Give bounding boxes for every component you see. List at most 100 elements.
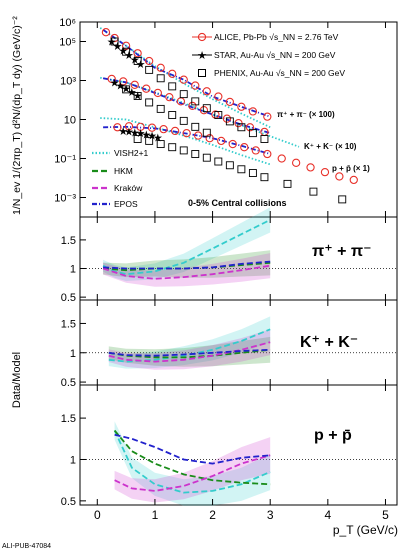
legend-phenix: PHENIX, Au-Au √s_NN = 200 GeV: [214, 68, 345, 78]
y-tick-label: 1.5: [61, 235, 76, 247]
data-point-phenix: [214, 111, 223, 119]
data-point-star: ★: [118, 45, 128, 57]
data-point-phenix: [133, 135, 142, 143]
data-point-alice: [145, 56, 154, 66]
data-point-phenix: [156, 140, 165, 149]
legend-epos: EPOS: [114, 199, 138, 209]
y-tick-label: 0.5: [61, 292, 76, 304]
data-point-star: ★: [130, 54, 140, 66]
legend-krakow: Kraków: [114, 183, 143, 193]
legend-hkm: HKM: [114, 166, 133, 176]
model-curve-epos: [114, 433, 271, 465]
data-point-alice: [202, 87, 211, 96]
data-point-alice: [168, 69, 177, 78]
data-point-alice: [222, 114, 232, 123]
y-tick-label: 10⁵: [59, 37, 76, 49]
data-point-alice: [237, 102, 246, 111]
data-point-phenix: [145, 65, 154, 74]
model-curve-epos: [108, 348, 271, 357]
data-points: ★★★★★★★★★★★★★★★★★★★: [92, 28, 358, 206]
data-point-star: ★: [113, 41, 123, 53]
model-curve-hkm: [108, 348, 271, 359]
watermark: ALI-PUB-47084: [2, 543, 51, 550]
data-point-alice: [124, 122, 134, 131]
data-point-alice: [156, 63, 165, 72]
data-point-alice: [277, 154, 286, 163]
data-point-star: ★: [115, 81, 125, 93]
data-point-phenix: [179, 90, 188, 99]
data-point-phenix: [202, 128, 211, 137]
data-point-phenix: [168, 143, 177, 152]
panel-frames: [79, 21, 398, 506]
data-point-phenix: [145, 98, 154, 107]
data-point-alice: [191, 81, 200, 90]
data-point-phenix: [110, 37, 119, 46]
data-point-alice: [291, 158, 301, 167]
model-curve-vish2-1-k-10-: [100, 76, 300, 148]
data-point-phenix: [191, 97, 200, 106]
data-point-star: ★: [133, 91, 143, 103]
data-point-alice: [234, 118, 243, 128]
data-point-star: ★: [136, 128, 146, 140]
data-point-phenix: [168, 111, 177, 119]
data-point-phenix: [133, 92, 142, 100]
x-tick-label: 1: [152, 508, 159, 522]
data-point-phenix: [260, 135, 269, 143]
species-label-proton: p + p̄ (× 1): [332, 164, 370, 173]
data-point-alice: [170, 126, 180, 136]
data-point-star: ★: [141, 130, 151, 142]
data-point-phenix: [214, 157, 223, 166]
ratio-label-pion: π⁺ + π⁻: [312, 243, 372, 260]
x-tick-label: 4: [324, 508, 331, 522]
y-tick-label: 10³: [60, 76, 76, 88]
model-band-hkm: [103, 250, 271, 278]
data-point-alice: [153, 88, 162, 98]
data-point-phenix: [191, 122, 200, 131]
data-point-phenix: [202, 104, 211, 113]
legend-marker-alice: [197, 32, 207, 42]
data-point-star: ★: [153, 132, 163, 144]
data-point-alice: [251, 146, 260, 155]
data-point-star: ★: [130, 127, 140, 139]
y-tick-label: 0.5: [61, 496, 76, 508]
data-point-alice: [245, 123, 255, 132]
species-label-kaon: K⁺ + K⁻ (× 10): [304, 142, 357, 151]
legend-vish: VISH2+1: [114, 148, 149, 158]
data-point-star: ★: [124, 50, 134, 62]
data-point-star: ★: [118, 126, 128, 138]
centrality-label: 0-5% Central collisions: [188, 198, 287, 208]
model-curve-vish2-1: [108, 328, 271, 363]
model-band-krak-w: [103, 253, 271, 287]
data-point-phenix: [191, 150, 200, 158]
data-point-alice: [306, 163, 315, 172]
data-point-phenix: [237, 123, 246, 132]
legend-star: STAR, Au-Au √s_NN = 200 GeV: [214, 50, 336, 60]
data-point-alice: [205, 134, 214, 143]
model-curve-vish2-1-100-: [99, 27, 271, 129]
data-point-phenix: [309, 187, 318, 196]
y-tick-label: 1.5: [61, 413, 76, 425]
ratio-unity-lines: [80, 268, 397, 460]
data-point-alice: [228, 139, 237, 149]
model-curve-epos: [103, 260, 271, 270]
data-point-phenix: [225, 161, 234, 170]
data-point-phenix: [133, 57, 142, 65]
x-tick-label: 3: [267, 508, 274, 522]
data-point-alice: [248, 107, 258, 116]
data-point-star: ★: [127, 87, 137, 99]
model-curve-hkm: [113, 429, 271, 486]
data-point-phenix: [202, 153, 211, 162]
model-curve-krak-w: [108, 341, 271, 363]
y-tick-label: 1: [70, 264, 76, 276]
data-point-phenix: [168, 82, 177, 91]
data-point-star: ★: [121, 84, 131, 96]
data-point-star: ★: [107, 37, 117, 49]
data-point-alice: [263, 149, 272, 159]
data-point-phenix: [179, 116, 188, 125]
data-point-phenix: [260, 173, 269, 182]
data-point-alice: [107, 74, 116, 84]
y-tick-label: 10: [64, 115, 76, 127]
data-point-alice: [179, 75, 188, 84]
data-point-alice: [225, 97, 235, 107]
species-label-pion: π⁺ + π⁻ (× 100): [277, 110, 335, 119]
